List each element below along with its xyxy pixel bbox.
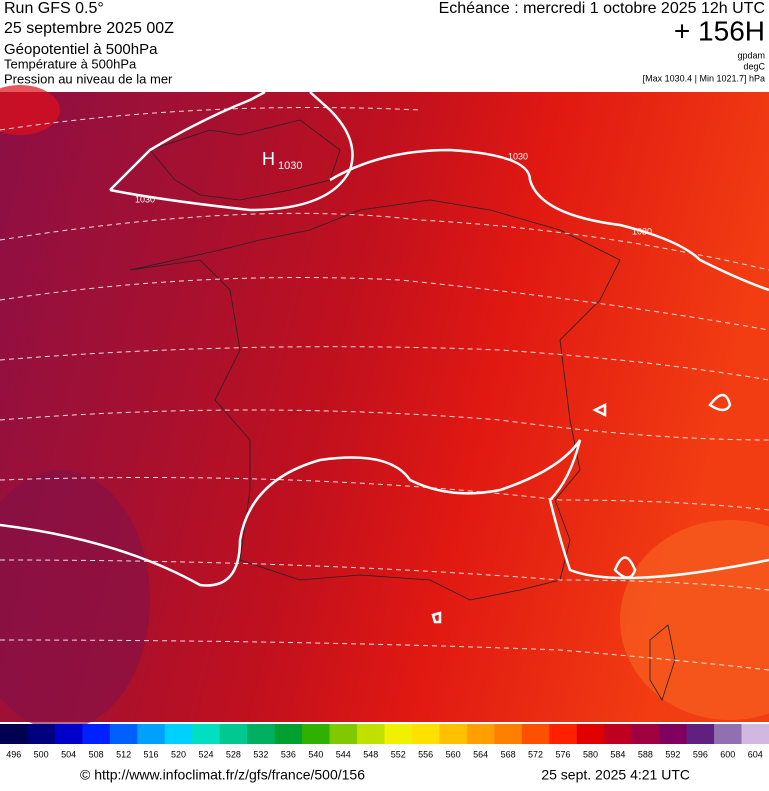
colorbar-label: 604 — [748, 749, 763, 759]
colorbar-swatch — [302, 724, 331, 744]
colorbar: 496 500 504 508 512 516 520 524 528 532 536 540 544 5… — [0, 724, 769, 759]
colorbar-label: 544 — [336, 749, 351, 759]
colorbar-label: 540 — [308, 749, 323, 759]
colorbar-label: 568 — [501, 749, 516, 759]
colorbar-swatch — [27, 724, 56, 744]
colorbar-label: 500 — [34, 749, 49, 759]
colorbar-label: 520 — [171, 749, 186, 759]
colorbar-swatch — [0, 724, 28, 744]
isobar-label: 1030 — [632, 226, 652, 236]
header: Run GFS 0.5° 25 septembre 2025 00Z Géopo… — [4, 0, 766, 86]
colorbar-label: 536 — [281, 749, 296, 759]
colorbar-label: 548 — [363, 749, 378, 759]
warm-area — [620, 520, 769, 720]
high-letter: H — [262, 149, 275, 169]
colorbar-label: 584 — [610, 749, 625, 759]
colorbar-swatch — [192, 724, 221, 744]
colorbar-swatch — [686, 724, 715, 744]
colorbar-swatch — [631, 724, 660, 744]
colorbar-swatch — [411, 724, 440, 744]
lead-time: + 156H — [674, 15, 765, 46]
colorbar-label: 532 — [253, 749, 268, 759]
colorbar-swatch — [439, 724, 468, 744]
valid-time: Echéance : mercredi 1 octobre 2025 12h U… — [439, 0, 765, 17]
unit-geo: gpdam — [737, 50, 765, 60]
colorbar-label: 588 — [638, 749, 653, 759]
colorbar-swatch — [219, 724, 248, 744]
high-value: 1030 — [278, 160, 302, 172]
colorbar-label: 504 — [61, 749, 76, 759]
field-pressure: Pression au niveau de la mer — [4, 71, 173, 86]
colorbar-label: 560 — [446, 749, 461, 759]
colorbar-label: 572 — [528, 749, 543, 759]
warm-area — [0, 85, 60, 135]
unit-temp: degC — [743, 61, 765, 71]
colorbar-label: 596 — [693, 749, 708, 759]
field-temp: Température à 500hPa — [4, 56, 137, 71]
colorbar-swatch — [384, 724, 413, 744]
colorbar-swatch — [357, 724, 385, 744]
colorbar-label: 564 — [473, 749, 488, 759]
extremes: [Max 1030.4 | Min 1021.7] hPa — [643, 73, 765, 83]
colorbar-label: 576 — [556, 749, 571, 759]
colorbar-label: 516 — [144, 749, 159, 759]
colorbar-swatch — [604, 724, 633, 744]
colorbar-swatch — [109, 724, 138, 744]
colorbar-label: 524 — [198, 749, 213, 759]
colorbar-swatch — [54, 724, 83, 744]
colorbar-swatch — [494, 724, 523, 744]
run: Run GFS 0.5° — [4, 0, 104, 17]
colorbar-swatch — [329, 724, 358, 744]
colorbar-label: 600 — [720, 749, 735, 759]
colorbar-label: 552 — [391, 749, 406, 759]
isobar-label: 1030 — [508, 151, 528, 161]
colorbar-swatch — [164, 724, 193, 744]
isobar-label: 1030 — [135, 194, 155, 204]
colorbar-swatch — [274, 724, 303, 744]
colorbar-swatch — [247, 724, 276, 744]
colorbar-swatch — [466, 724, 495, 744]
colorbar-swatch — [82, 724, 111, 744]
isobars — [0, 90, 769, 624]
colorbar-swatch — [137, 724, 166, 744]
colorbar-label: 508 — [89, 749, 104, 759]
colorbar-swatch — [714, 724, 743, 744]
field-main: Géopotentiel à 500hPa — [4, 41, 158, 58]
colorbar-label: 528 — [226, 749, 241, 759]
run-date: 25 septembre 2025 00Z — [4, 20, 174, 37]
footer-url: © http://www.infoclimat.fr/z/gfs/france/… — [80, 767, 365, 783]
colorbar-swatch — [576, 724, 605, 744]
colorbar-label: 496 — [6, 749, 21, 759]
colorbar-label: 580 — [583, 749, 598, 759]
map: H 1030 1030 1030 1030 — [0, 85, 769, 730]
footer-date: 25 sept. 2025 4:21 UTC — [541, 767, 690, 783]
colorbar-label: 556 — [418, 749, 433, 759]
colorbar-swatch — [521, 724, 550, 744]
cold-area — [0, 470, 150, 730]
colorbar-swatch — [549, 724, 578, 744]
colorbar-swatch — [741, 724, 769, 744]
geopotential-contours — [0, 107, 769, 671]
colorbar-label: 512 — [116, 749, 131, 759]
colorbar-swatch — [659, 724, 688, 744]
colorbar-label: 592 — [665, 749, 680, 759]
